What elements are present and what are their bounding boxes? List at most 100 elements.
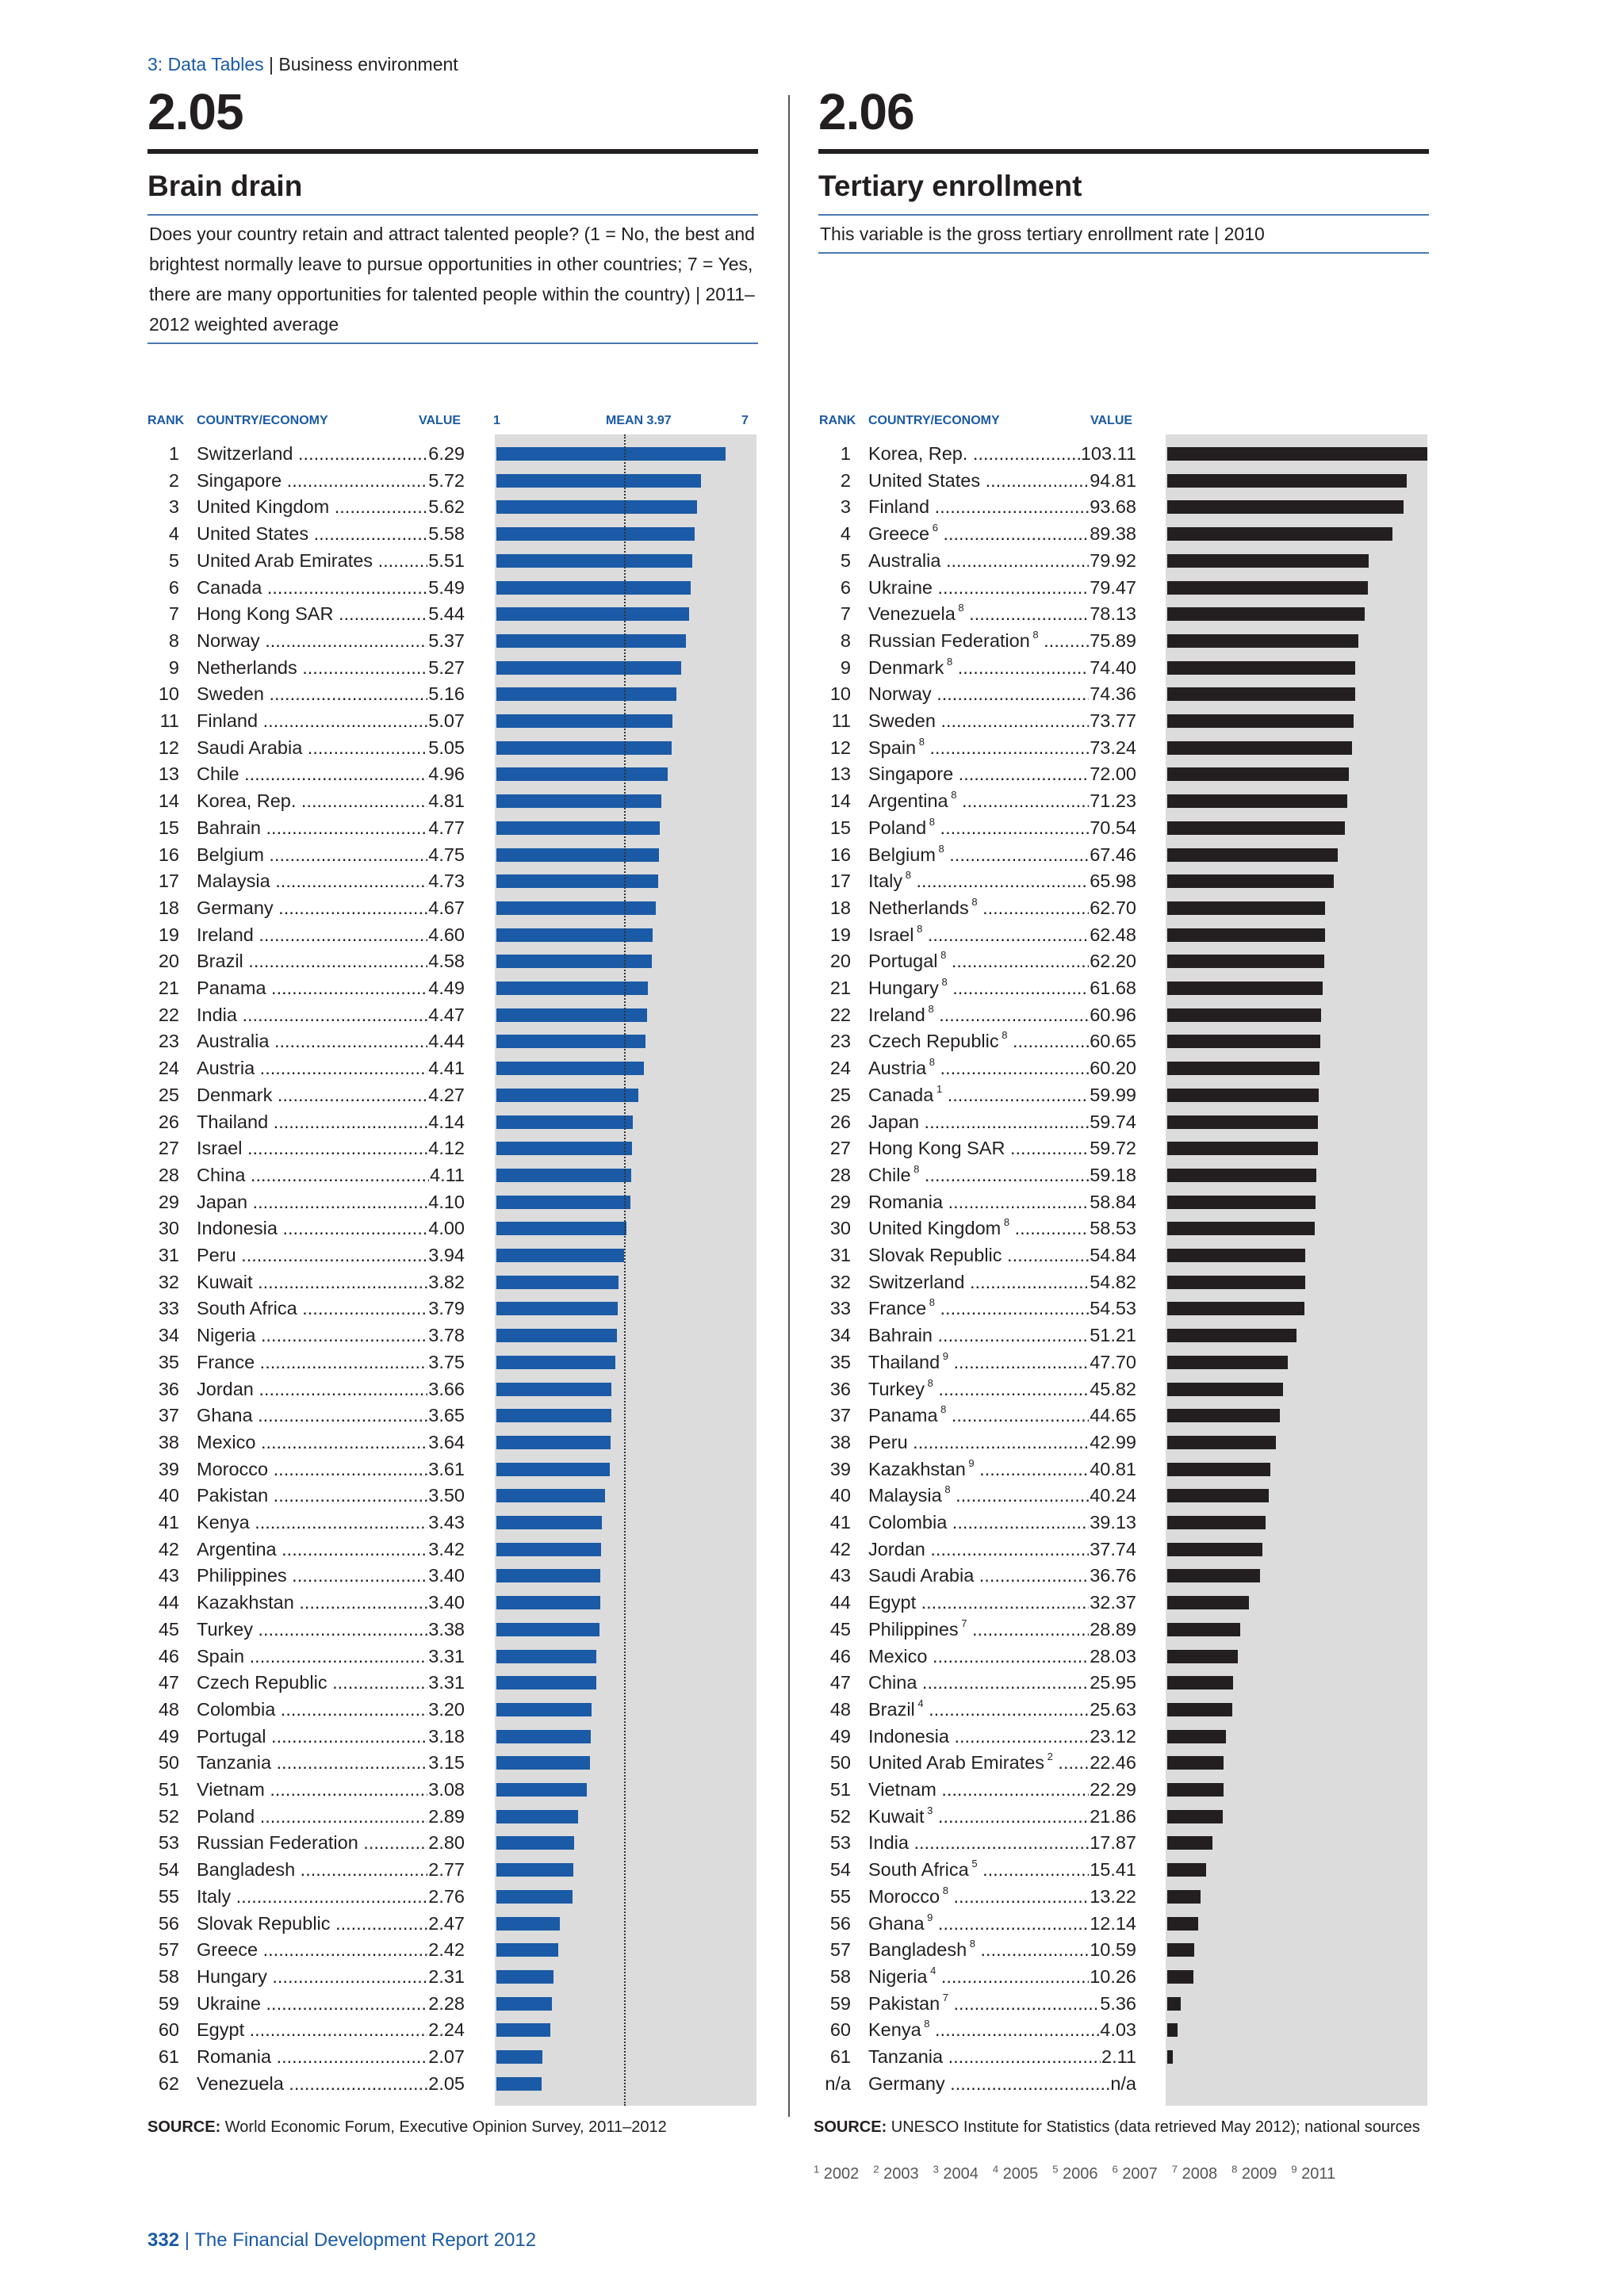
country-name: Portugal <box>197 1725 266 1747</box>
value-cell: 5.27 <box>427 653 465 681</box>
country-name: Turkey <box>197 1618 253 1640</box>
country-cell: Kuwait <box>197 1269 465 1295</box>
bar <box>496 1969 553 1984</box>
rank-cell: 58 <box>829 1965 851 1987</box>
country-name: Korea, Rep. <box>868 443 968 464</box>
value-cell: 61.68 <box>1089 974 1136 1001</box>
rank-cell: 46 <box>829 1645 851 1667</box>
country-cell: Russian Federation <box>197 1829 465 1856</box>
rank-cell: 27 <box>829 1138 851 1159</box>
rank-cell: 15 <box>829 817 851 838</box>
value-cell: 59.99 <box>1089 1081 1136 1108</box>
value-cell: 94.81 <box>1089 466 1136 494</box>
bar <box>496 740 672 755</box>
footnote-marker: 8 <box>944 655 953 668</box>
country-name: Canada <box>197 576 262 598</box>
rank-cell: 38 <box>829 1431 851 1452</box>
value-cell: 73.24 <box>1089 733 1136 761</box>
bar <box>1167 1088 1319 1102</box>
table-row: 49 Portugal 3.18 <box>147 1722 465 1750</box>
country-cell: Slovak Republic <box>868 1242 1136 1269</box>
bar <box>496 447 726 461</box>
country-name: Brazil <box>868 1698 915 1720</box>
country-name: Sweden <box>868 710 936 731</box>
country-cell: Vietnam <box>868 1776 1136 1803</box>
country-cell: Thailand <box>197 1108 465 1135</box>
value-cell: 2.11 <box>1101 2043 1136 2070</box>
country-name: Kenya <box>868 2019 921 2041</box>
table-row: 53 India 17.87 <box>819 1829 1136 1857</box>
bar <box>496 821 661 835</box>
footnote-marker: 8 <box>925 1002 934 1015</box>
rank-cell: 47 <box>158 1672 179 1693</box>
country-cell: Panama <box>197 974 465 1001</box>
country-cell: Indonesia <box>868 1723 1136 1750</box>
column-divider <box>788 95 790 2117</box>
country-name: United States <box>197 523 309 545</box>
country-name: Nigeria <box>868 1965 928 1987</box>
value-cell: 71.23 <box>1089 787 1136 815</box>
rank-cell: 53 <box>829 1832 851 1854</box>
country-cell: Malaysia <box>197 867 465 894</box>
table-row: 35 France 3.75 <box>147 1348 465 1376</box>
rank-cell: 6 <box>840 576 851 598</box>
table-row: 3 Finland 93.68 <box>819 493 1136 521</box>
bar <box>1167 1115 1319 1129</box>
rank-cell: 52 <box>158 1805 179 1827</box>
bar <box>1167 500 1404 515</box>
table-row: 45 Turkey 3.38 <box>147 1615 465 1643</box>
country-cell: Jordan <box>868 1536 1136 1563</box>
bar <box>1167 1916 1198 1931</box>
value-cell: 4.58 <box>427 947 465 975</box>
footnote-marker: 8 <box>938 976 948 988</box>
value-cell: 70.54 <box>1089 813 1136 841</box>
value-cell: 4.10 <box>427 1188 465 1215</box>
country-cell: Italy 8 <box>868 867 1136 894</box>
value-cell: 5.44 <box>427 600 465 628</box>
footnote-marker: 4 <box>927 1964 936 1976</box>
rank-cell: 13 <box>829 763 851 785</box>
bar <box>1167 1382 1283 1396</box>
left-title-rule <box>147 149 758 154</box>
table-row: 42 Argentina 3.42 <box>147 1535 465 1563</box>
country-name: Hungary <box>197 1965 267 1987</box>
bar <box>496 1729 592 1743</box>
footnote-marker: 8 <box>1029 628 1039 641</box>
footnote-marker: 8 <box>948 789 957 802</box>
value-cell: 4.41 <box>427 1054 465 1082</box>
table-row: 53 Russian Federation 2.80 <box>147 1829 465 1857</box>
left-axis-max: 7 <box>741 414 749 427</box>
bar <box>1167 794 1347 809</box>
country-cell: Belgium 8 <box>868 841 1136 868</box>
country-name: Czech Republic <box>197 1672 327 1693</box>
table-row: 39 Morocco 3.61 <box>147 1455 465 1483</box>
rank-cell: 48 <box>829 1698 851 1720</box>
table-row: 6 Canada 5.49 <box>147 573 465 601</box>
left-mean-label: MEAN 3.97 <box>606 414 672 427</box>
value-cell: 5.62 <box>427 493 465 521</box>
value-cell: 2.24 <box>427 2016 465 2044</box>
rank-cell: 50 <box>158 1752 179 1774</box>
country-name: Nigeria <box>197 1325 256 1346</box>
table-row: 9 Netherlands 5.27 <box>147 653 465 681</box>
value-cell: 12.14 <box>1089 1909 1136 1937</box>
country-cell: Israel 8 <box>868 921 1136 948</box>
value-cell: 4.73 <box>427 867 465 895</box>
footnote-year: 2011 <box>1297 2164 1336 2183</box>
table-row: 31 Peru 3.94 <box>147 1242 465 1269</box>
country-cell: Bangladesh <box>197 1856 465 1883</box>
table-row: 17 Malaysia 4.73 <box>147 867 465 895</box>
table-row: 41 Colombia 39.13 <box>819 1509 1136 1536</box>
country-cell: China <box>868 1669 1136 1696</box>
bar <box>1167 580 1368 595</box>
country-cell: Kazakhstan 9 <box>868 1456 1136 1483</box>
country-name: Spain <box>868 737 917 758</box>
rank-cell: 60 <box>829 2019 851 2041</box>
table-row: 26 Thailand 4.14 <box>147 1108 465 1135</box>
country-cell: Singapore <box>197 467 465 494</box>
rank-cell: 17 <box>829 871 851 892</box>
